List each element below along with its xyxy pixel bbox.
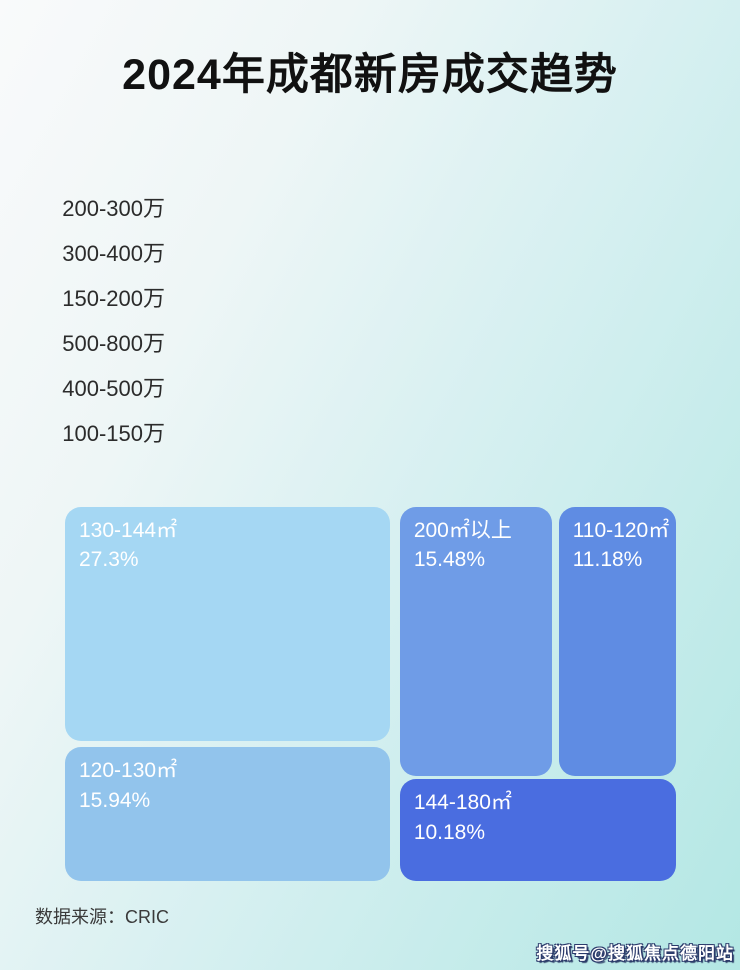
tile-label: 144-180㎡ (413, 791, 512, 815)
tile-label: 110-120㎡ (572, 519, 670, 542)
bar-row: 500-800万 (35, 331, 740, 356)
area-share-treemap: 130-144㎡ 27.3% 120-130㎡ 15.94% 200㎡以上 15… (65, 507, 676, 881)
tile-value: 10.18% (413, 820, 486, 844)
tile-label: 200㎡以上 (413, 519, 512, 542)
tile-value: 15.48% (413, 548, 486, 572)
treemap-tile-130-144: 130-144㎡ 27.3% (65, 507, 391, 742)
page-title: 2024年成都新房成交趋势 (122, 51, 618, 99)
bar-label: 200-300万 (62, 196, 165, 221)
tile-label: 130-144㎡ (79, 519, 178, 542)
bar-track (175, 421, 660, 443)
bar-label: 400-500万 (62, 376, 165, 401)
bar-track (175, 196, 660, 218)
bar-track (175, 376, 660, 398)
bar-label: 100-150万 (62, 421, 165, 446)
bar-row: 150-200万 (35, 286, 740, 311)
bar-row: 300-400万 (35, 241, 740, 266)
bar-label: 300-400万 (62, 241, 165, 266)
tile-label: 120-130㎡ (79, 759, 178, 783)
price-range-bar-chart: 200-300万 300-400万 150-200万 500-800万 400-… (35, 196, 740, 446)
bar-track (175, 331, 660, 353)
bar-row: 200-300万 (35, 196, 740, 221)
bar-label: 150-200万 (62, 286, 165, 311)
treemap-tile-200-plus: 200㎡以上 15.48% (399, 507, 552, 776)
bar-row: 400-500万 (35, 376, 740, 401)
tile-value: 15.94% (79, 788, 151, 812)
data-source-text: 数据来源：CRIC (35, 907, 169, 927)
bar-track (175, 286, 660, 308)
treemap-tile-144-180: 144-180㎡ 10.18% (399, 779, 676, 881)
treemap-tile-110-120: 110-120㎡ 11.18% (558, 507, 676, 776)
watermark-text: 搜狐号@搜狐焦点德阳站 (536, 944, 734, 963)
bar-row: 100-150万 (35, 421, 740, 446)
tile-value: 27.3% (79, 548, 139, 572)
bar-label: 500-800万 (62, 331, 165, 356)
tile-value: 11.18% (572, 548, 643, 572)
treemap-tile-120-130: 120-130㎡ 15.94% (65, 747, 391, 881)
bar-track (175, 241, 660, 263)
